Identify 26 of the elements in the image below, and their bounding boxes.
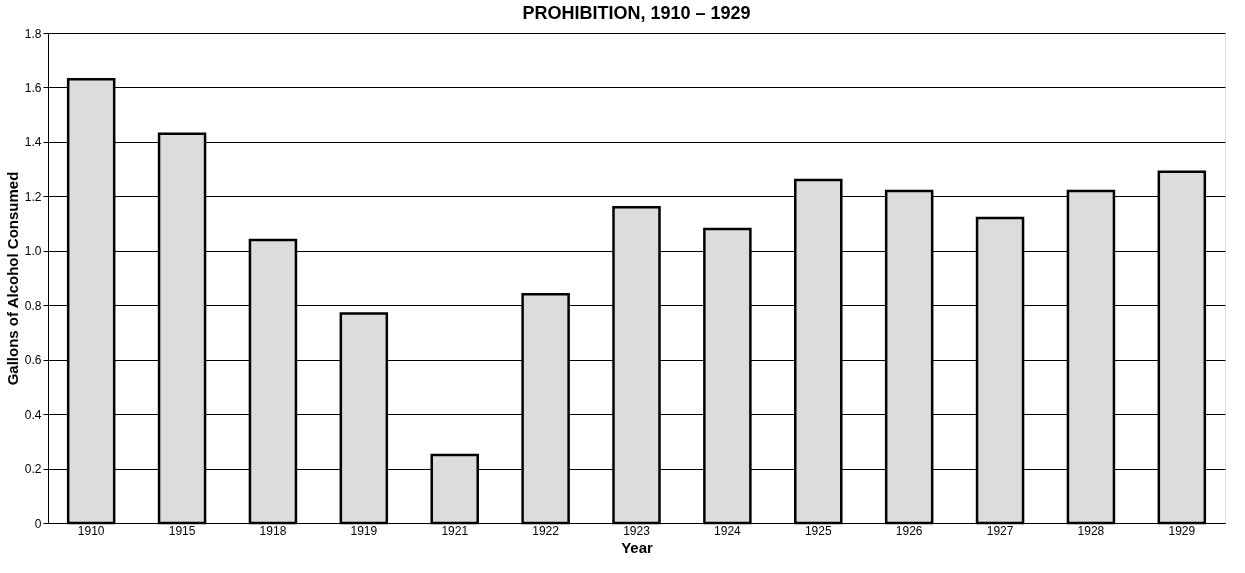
x-tick-label: 1918 [259,523,287,538]
x-tick-label: 1922 [532,523,560,538]
x-tick-label: 1921 [441,523,469,538]
y-tick-label: 1.2 [24,189,42,204]
x-tick-label: 1923 [623,523,651,538]
x-tick-label: 1915 [168,523,196,538]
x-tick-label: 1919 [350,523,378,538]
y-axis-title: Gallons of Alcohol Consumed [3,171,21,386]
chart-title: PROHIBITION, 1910 – 1929 [522,3,751,23]
x-tick-label: 1924 [714,523,742,538]
y-tick-label: 0.6 [24,353,42,368]
y-tick-label: 0.8 [24,298,42,313]
x-tick-label: 1926 [895,523,923,538]
y-tick-label: 1.8 [24,26,42,41]
x-tick-label: 1927 [986,523,1014,538]
y-tick-label: 0.4 [24,407,42,422]
x-tick-label: 1910 [77,523,105,538]
y-tick-label: 0 [34,516,42,531]
y-tick-label: 1.6 [24,80,42,95]
x-tick-label: 1929 [1168,523,1196,538]
x-tick-label: 1925 [804,523,832,538]
y-tick-label: 1.4 [24,135,42,150]
x-axis-title: Year [621,538,654,556]
y-tick-label: 0.2 [24,462,42,477]
x-tick-label: 1928 [1077,523,1105,538]
y-tick-label: 1.0 [24,244,42,259]
